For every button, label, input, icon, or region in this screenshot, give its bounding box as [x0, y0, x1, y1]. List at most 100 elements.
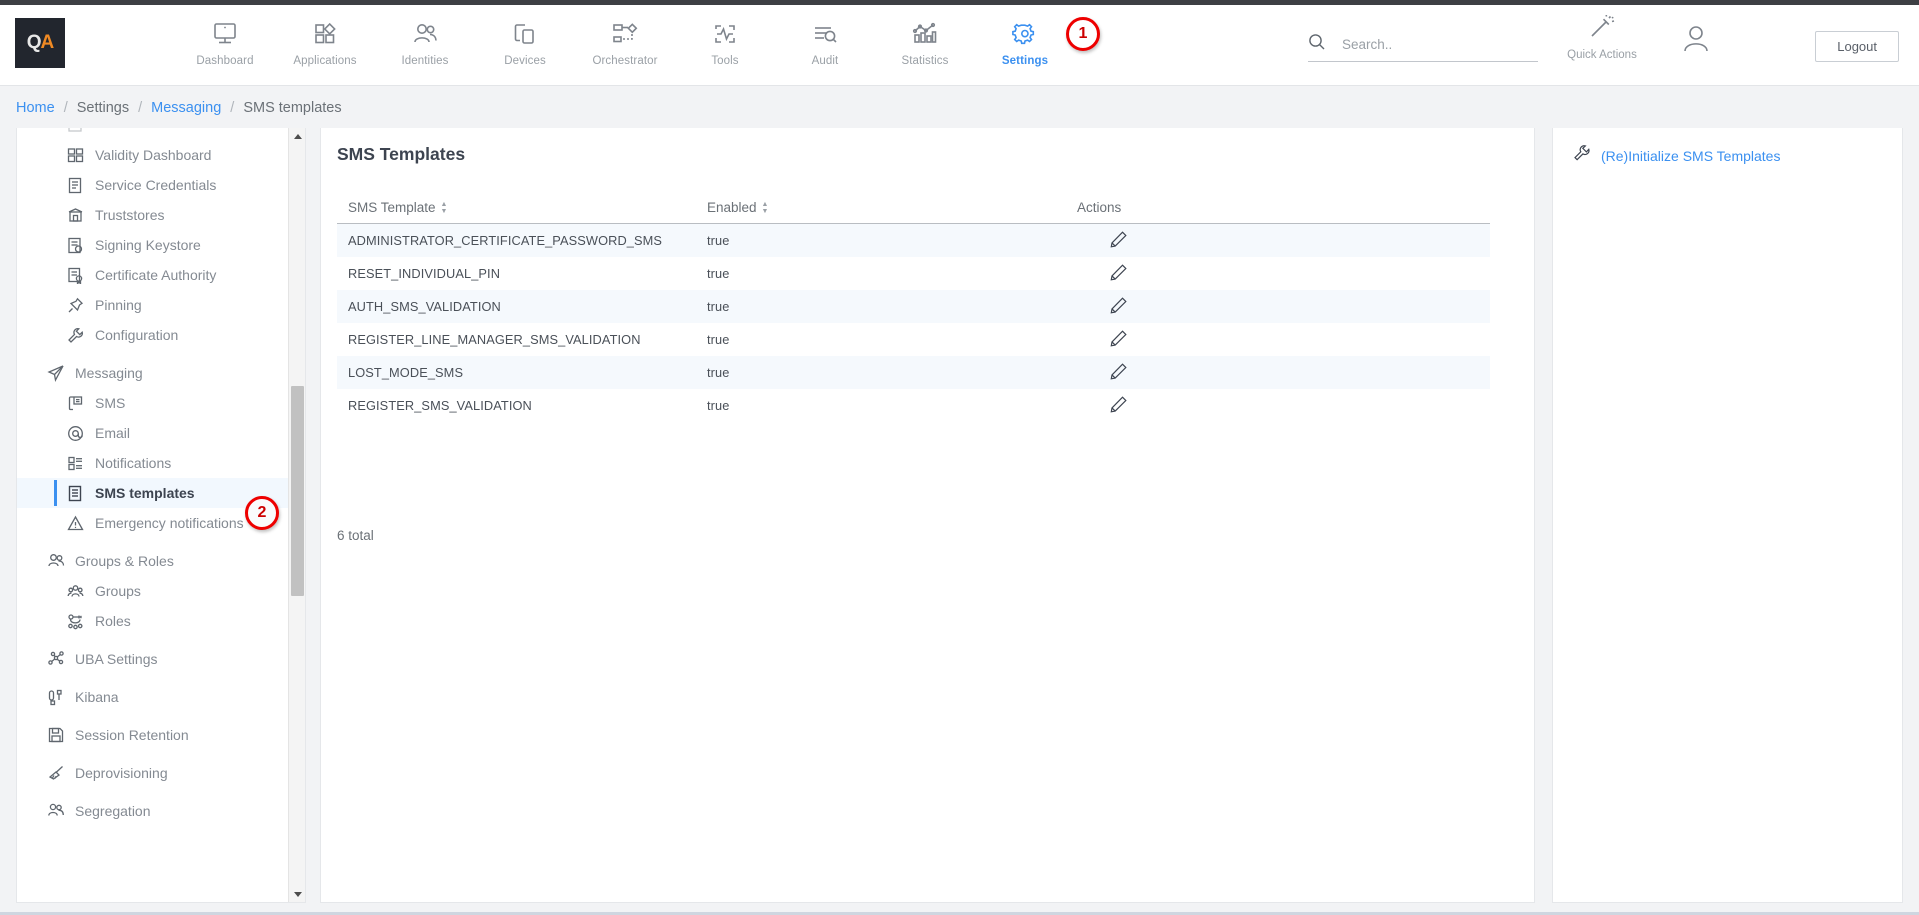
quick-actions-button[interactable]: Quick Actions	[1557, 14, 1647, 61]
sidebar-item-pinning[interactable]: Pinning	[17, 290, 290, 320]
sidebar-item-label: Kibana	[75, 689, 119, 705]
nav-item-statistics[interactable]: Statistics	[875, 11, 975, 67]
nav-label: Settings	[1001, 55, 1049, 67]
pencil-edit-icon[interactable]	[1109, 329, 1128, 348]
sidebar-item-label: SMS	[95, 395, 126, 411]
table-row[interactable]: LOST_MODE_SMS true	[337, 356, 1490, 389]
wrench-icon	[67, 327, 89, 344]
table-row[interactable]: REGISTER_SMS_VALIDATION true	[337, 389, 1490, 422]
logo-letter-a: A	[40, 32, 55, 53]
truststore-icon	[67, 207, 89, 224]
sidebar-item-groups[interactable]: Groups	[17, 576, 290, 606]
sidebar-item-label: Notifications	[95, 455, 172, 471]
nav-item-devices[interactable]: Devices	[475, 11, 575, 67]
cell-template-name: AUTH_SMS_VALIDATION	[348, 299, 501, 314]
table-row[interactable]: AUTH_SMS_VALIDATION true	[337, 290, 1490, 323]
sidebar-item-signing-keystore[interactable]: Signing Keystore	[17, 230, 290, 260]
pencil-edit-icon[interactable]	[1109, 230, 1128, 249]
sidebar-item-sms-templates[interactable]: SMS templates	[17, 478, 290, 508]
sidebar-item-groups-and-roles[interactable]: Groups & Roles	[17, 546, 290, 576]
apps-grid-icon	[312, 17, 338, 51]
sidebar-item-notifications[interactable]: Notifications	[17, 448, 290, 478]
breadcrumb-item-messaging[interactable]: Messaging	[151, 100, 222, 116]
nav-label: Identities	[401, 55, 449, 67]
cell-enabled: true	[707, 233, 730, 248]
breadcrumb-separator: /	[138, 100, 143, 116]
sidebar-item-deprovisioning[interactable]: Deprovisioning	[17, 758, 290, 788]
users-icon	[411, 17, 439, 51]
sidebar-item-emergency-notifications[interactable]: Emergency notifications	[17, 508, 290, 538]
sidebar-scrollbar[interactable]	[288, 128, 305, 902]
table-row[interactable]: RESET_INDIVIDUAL_PIN true	[337, 257, 1490, 290]
sidebar-item-roles[interactable]: Roles	[17, 606, 290, 636]
nav-item-settings[interactable]: Settings	[975, 11, 1075, 67]
sidebar-item-certificate-authority[interactable]: Certificate Authority	[17, 260, 290, 290]
cell-enabled: true	[707, 266, 730, 281]
sidebar-gap	[17, 636, 290, 644]
breadcrumb-item-settings[interactable]: Settings	[76, 100, 130, 116]
sidebar-item-service-credentials[interactable]: Service Credentials	[17, 170, 290, 200]
nav-item-applications[interactable]: Applications	[275, 11, 375, 67]
breadcrumb-item-current: SMS templates	[243, 100, 342, 116]
nav-item-orchestrator[interactable]: Orchestrator	[575, 11, 675, 67]
sidebar-item-label: Pinning	[95, 297, 142, 313]
sidebar-item-messaging[interactable]: Messaging	[17, 358, 290, 388]
breadcrumb-separator: /	[63, 100, 68, 116]
search-box[interactable]	[1308, 33, 1538, 62]
quick-actions-label: Quick Actions	[1567, 49, 1637, 61]
sidebar-gap	[17, 674, 290, 682]
magic-wand-icon	[1587, 14, 1617, 46]
notifications-list-icon	[67, 455, 89, 472]
pencil-edit-icon[interactable]	[1109, 296, 1128, 315]
nav-label: Orchestrator	[592, 55, 658, 67]
sidebar-item-label: Groups	[95, 583, 141, 599]
sidebar-item-segregation[interactable]: Segregation	[17, 796, 290, 826]
sidebar-item-validity-dashboard[interactable]: Validity Dashboard	[17, 140, 290, 170]
user-avatar[interactable]	[1678, 21, 1714, 62]
sort-toggle-icon[interactable]: ▲ ▼	[440, 200, 448, 215]
monitor-icon	[212, 17, 238, 51]
search-icon	[1308, 33, 1326, 56]
scroll-down-arrow-icon[interactable]	[289, 886, 305, 902]
sidebar-item-label: Service Credentials	[95, 177, 217, 193]
nav-item-dashboard[interactable]: Dashboard	[175, 11, 275, 67]
pencil-edit-icon[interactable]	[1109, 362, 1128, 381]
pin-icon	[67, 297, 89, 314]
sidebar-item-sms[interactable]: SMS	[17, 388, 290, 418]
reinitialize-sms-templates-link[interactable]: (Re)Initialize SMS Templates	[1573, 144, 1780, 167]
scrollbar-thumb[interactable]	[291, 386, 304, 596]
nav-item-identities[interactable]: Identities	[375, 11, 475, 67]
sort-toggle-icon[interactable]: ▲ ▼	[761, 200, 769, 215]
sidebar-item-label: Emergency notifications	[95, 515, 244, 531]
pencil-edit-icon[interactable]	[1109, 263, 1128, 282]
sms-templates-table: SMS Template ▲ ▼ Enabled ▲ ▼ Actions ADMIN…	[337, 192, 1490, 422]
sidebar-item-label: UBA Settings	[75, 651, 158, 667]
sidebar-item-session-retention[interactable]: Session Retention	[17, 720, 290, 750]
table-row[interactable]: REGISTER_LINE_MANAGER_SMS_VALIDATION tru…	[337, 323, 1490, 356]
sidebar-item-truststores[interactable]: Truststores	[17, 200, 290, 230]
brand-logo[interactable]: QA	[15, 18, 65, 68]
scroll-up-arrow-icon[interactable]	[289, 128, 305, 145]
breadcrumb-item-home[interactable]: Home	[16, 100, 55, 116]
search-input[interactable]	[1340, 36, 1520, 53]
column-header-sms-template[interactable]: SMS Template ▲ ▼	[337, 200, 707, 215]
pencil-edit-icon[interactable]	[1109, 395, 1128, 414]
nav-label: Dashboard	[196, 55, 254, 67]
column-header-enabled[interactable]: Enabled ▲ ▼	[707, 200, 1077, 215]
kibana-icon	[47, 688, 69, 706]
logout-button[interactable]: Logout	[1815, 31, 1899, 62]
cell-template-name: RESET_INDIVIDUAL_PIN	[348, 266, 501, 281]
sidebar-item-uba-settings[interactable]: UBA Settings	[17, 644, 290, 674]
sidebar-item-cut-off[interactable]	[17, 128, 290, 140]
save-disk-icon	[47, 726, 69, 744]
sidebar-item-label: Deprovisioning	[75, 765, 168, 781]
sidebar-gap	[17, 350, 290, 358]
sidebar-scroll-area: Validity Dashboard Service Credentials T…	[17, 128, 290, 902]
wrench-icon	[1573, 144, 1591, 167]
table-row[interactable]: ADMINISTRATOR_CERTIFICATE_PASSWORD_SMS t…	[337, 224, 1490, 257]
sidebar-item-kibana[interactable]: Kibana	[17, 682, 290, 712]
sidebar-item-configuration[interactable]: Configuration	[17, 320, 290, 350]
sidebar-item-email[interactable]: Email	[17, 418, 290, 448]
nav-item-audit[interactable]: Audit	[775, 11, 875, 67]
nav-item-tools[interactable]: Tools	[675, 11, 775, 67]
